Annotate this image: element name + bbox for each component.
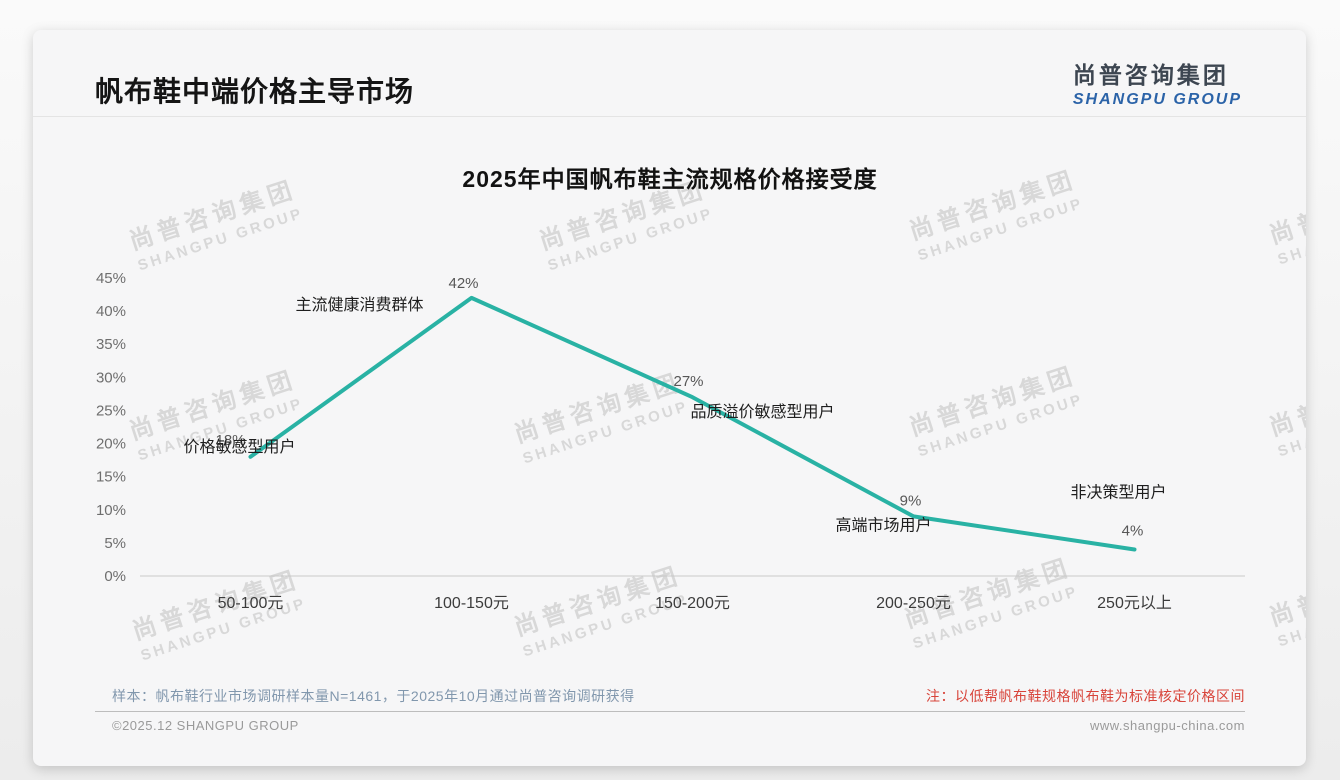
segment-annotation-label: 非决策型用户 xyxy=(1071,484,1167,502)
logo-text-cn: 尚普咨询集团 xyxy=(1072,62,1229,88)
x-category-label: 250元以上 xyxy=(1097,594,1172,612)
data-point-value-label: 9% xyxy=(900,492,922,509)
y-tick-label: 30% xyxy=(96,369,126,386)
y-tick-label: 5% xyxy=(104,535,126,552)
chart-title: 2025年中国帆布鞋主流规格价格接受度 xyxy=(462,166,878,192)
footer-divider xyxy=(95,711,1245,712)
price-acceptance-line-chart: 0% 5% 10% 15% 20% 25% 30% 35% 40% 45% 50-100元 100-1… xyxy=(96,270,1245,612)
copyright-text: ©2025.12 SHANGPU GROUP xyxy=(112,718,299,733)
x-category-label: 200-250元 xyxy=(876,595,951,612)
y-tick-label: 0% xyxy=(104,568,126,585)
data-point-value-label: 27% xyxy=(673,373,703,390)
trend-line xyxy=(248,295,1137,552)
report-card: 帆布鞋中端价格主导市场 尚普咨询集团 SHANGPU GROUP 尚普咨询集团 S… xyxy=(33,30,1306,766)
y-tick-label: 20% xyxy=(96,436,126,453)
x-category-label: 150-200元 xyxy=(655,595,730,612)
y-tick-label: 15% xyxy=(96,469,126,486)
y-tick-label: 35% xyxy=(96,336,126,353)
pricing-standard-note: 注：以低帮帆布鞋规格帆布鞋为标准核定价格区间 xyxy=(926,688,1245,704)
segment-annotation-label: 价格敏感型用户 xyxy=(184,438,296,456)
data-point-value-label: 4% xyxy=(1122,523,1144,540)
segment-annotation-label: 主流健康消费群体 xyxy=(296,296,424,314)
header-divider xyxy=(33,116,1306,117)
logo-text-en: SHANGPU GROUP xyxy=(1072,91,1242,108)
segment-annotation-label: 高端市场用户 xyxy=(836,516,932,534)
x-category-label: 100-150元 xyxy=(434,595,509,612)
website-text: www.shangpu-china.com xyxy=(1089,718,1245,733)
data-point-value-label: 42% xyxy=(448,275,478,292)
logo: 尚普咨询集团 SHANGPU GROUP xyxy=(1073,56,1242,109)
y-tick-label: 10% xyxy=(96,502,126,519)
x-category-label: 50-100元 xyxy=(218,595,284,612)
y-tick-label: 40% xyxy=(96,303,126,320)
page-title: 帆布鞋中端价格主导市场 xyxy=(95,76,415,107)
y-tick-label: 25% xyxy=(96,402,126,419)
segment-annotation-label: 品质溢价敏感型用户 xyxy=(691,403,835,421)
sample-footnote: 样本：帆布鞋行业市场调研样本量N=1461，于2025年10月通过尚普咨询调研获… xyxy=(112,688,635,704)
y-tick-label: 45% xyxy=(96,270,126,287)
data-point-value-label: 18% xyxy=(215,432,245,449)
